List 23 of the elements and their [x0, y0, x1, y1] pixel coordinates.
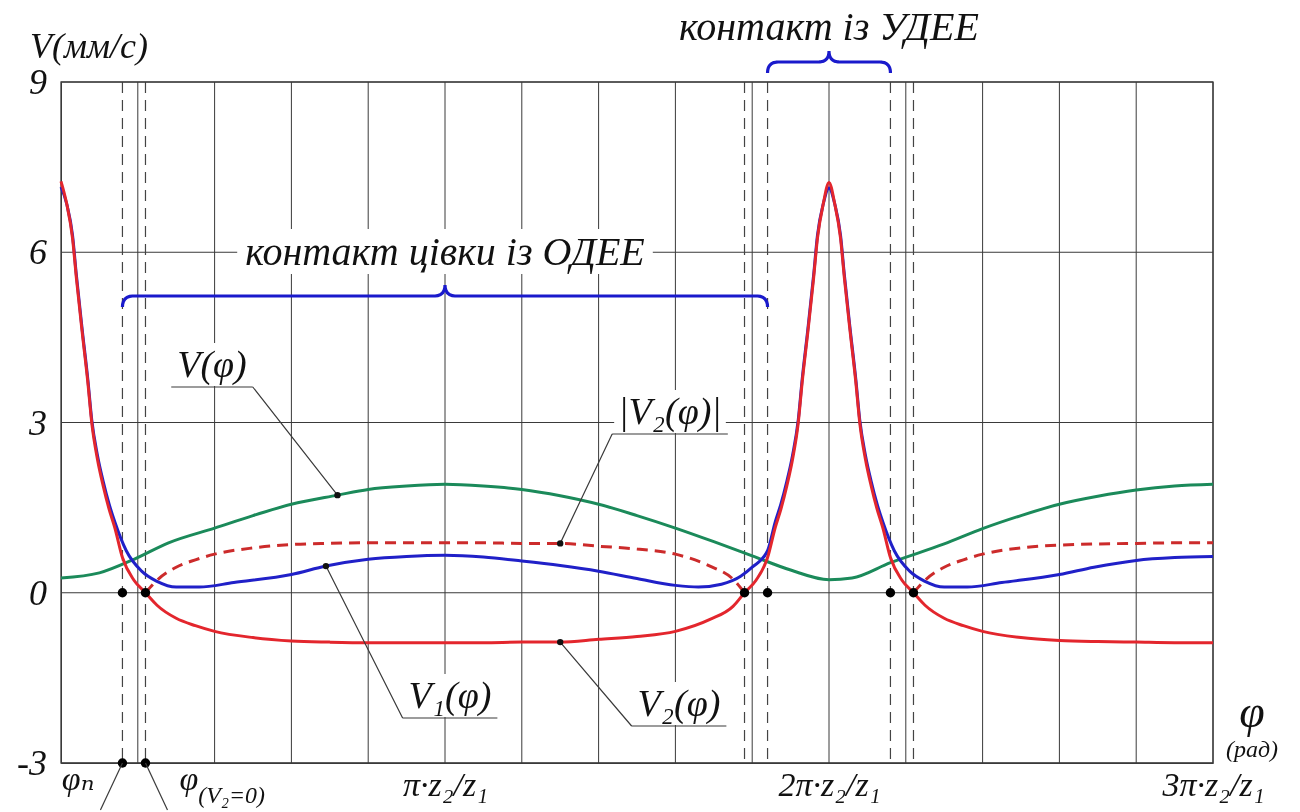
y-tick-label: 6: [29, 232, 47, 273]
annotation: V(φ): [177, 343, 247, 386]
x-tick-label: 2π·z₂/z₁: [778, 766, 881, 804]
y-tick-label: -3: [17, 743, 47, 784]
point: [140, 588, 151, 598]
annotation: V₁(φ): [408, 674, 492, 717]
line-series: [59, 482, 1215, 582]
ref-line-label: φ$_{(V₂=0)}$: [179, 760, 265, 808]
point: [908, 588, 919, 598]
annotation: |V₂(φ)|: [618, 390, 722, 433]
text: контакт із УДЕЕ: [679, 4, 979, 49]
annotation: контакт цівки із ОДЕЕ: [245, 229, 645, 274]
x-axis-title: φ (рад): [1225, 686, 1279, 762]
y-tick-label: 0: [29, 572, 47, 613]
annotation: V₂(φ): [637, 682, 721, 725]
x-tick-label: π·z₂/z₁: [402, 766, 489, 804]
point: [739, 588, 750, 598]
y-tick-label: 3: [28, 402, 47, 443]
point: [117, 588, 128, 598]
point: [885, 588, 896, 598]
x-tick-label: 3π·z₂/z₁: [1161, 766, 1265, 804]
point: [762, 588, 773, 598]
ref-line-label: φₙ: [61, 760, 95, 797]
